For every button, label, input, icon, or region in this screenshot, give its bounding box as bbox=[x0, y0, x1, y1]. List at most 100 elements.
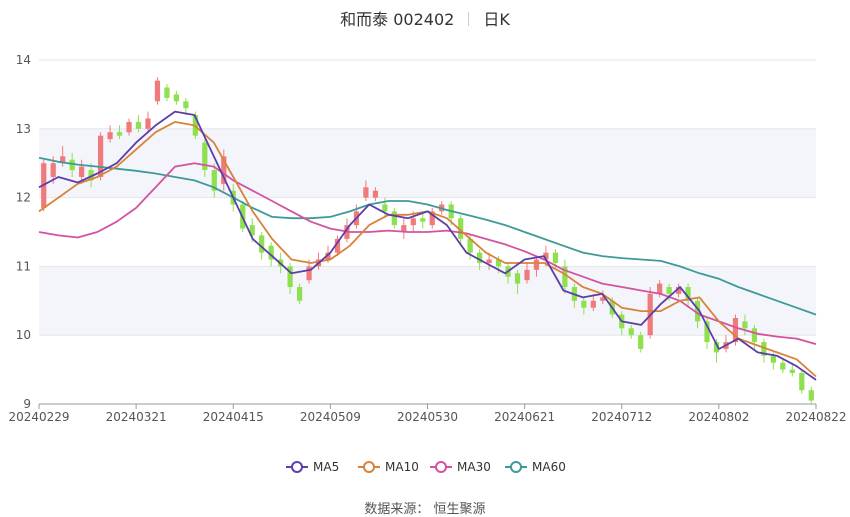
candle-body bbox=[211, 170, 217, 191]
candle-body bbox=[429, 211, 435, 226]
x-axis: 20240229 20240321 20240415 20240509 20240530… bbox=[8, 403, 847, 424]
candle-body bbox=[761, 342, 767, 356]
candle-body bbox=[742, 321, 748, 329]
candle-body bbox=[799, 373, 805, 391]
candle-body bbox=[477, 252, 483, 263]
legend-marker bbox=[510, 461, 522, 473]
y-tick-label: 14 bbox=[16, 53, 31, 67]
candle-body bbox=[732, 318, 739, 343]
candle-body bbox=[808, 390, 814, 401]
candle-body bbox=[789, 369, 795, 374]
candles bbox=[41, 77, 814, 404]
candle-body bbox=[704, 321, 710, 343]
ma30-line bbox=[38, 162, 817, 345]
candle-body bbox=[382, 204, 388, 212]
candle-body bbox=[249, 225, 255, 236]
candle-body bbox=[600, 297, 606, 301]
y-tick-label: 12 bbox=[16, 191, 31, 205]
candle-body bbox=[79, 166, 85, 177]
candle-body bbox=[666, 287, 672, 294]
x-tick-label: 20240822 bbox=[785, 410, 846, 424]
candle-body bbox=[126, 121, 132, 133]
candle-body bbox=[221, 156, 227, 184]
candle-body bbox=[202, 142, 208, 171]
candle-body bbox=[581, 300, 587, 308]
candle-body bbox=[590, 300, 596, 308]
candle-body bbox=[50, 163, 56, 177]
candle-body bbox=[268, 245, 274, 260]
candle-body bbox=[334, 238, 341, 253]
candle-body bbox=[458, 218, 464, 239]
y-tick-label: 9 bbox=[23, 397, 31, 411]
chart-title: 和而泰 002402 日K bbox=[0, 6, 850, 30]
candle-body bbox=[88, 170, 94, 181]
candle-body bbox=[514, 273, 521, 284]
candle-body bbox=[306, 266, 312, 281]
legend-marker bbox=[291, 461, 303, 473]
x-tick-label: 20240321 bbox=[106, 410, 167, 424]
ma5-line bbox=[38, 110, 817, 381]
candle-body bbox=[363, 187, 369, 198]
candle-body bbox=[675, 287, 682, 294]
candle-body bbox=[713, 342, 720, 353]
legend-label: MA10 bbox=[385, 460, 419, 474]
candle-body bbox=[164, 87, 170, 98]
candle-body bbox=[628, 328, 634, 336]
candle-body bbox=[657, 283, 663, 294]
legend-label: MA5 bbox=[313, 460, 339, 474]
candle-body bbox=[154, 80, 161, 102]
legend-marker bbox=[435, 461, 447, 473]
candle-body bbox=[259, 235, 265, 253]
candle-body bbox=[296, 287, 303, 301]
candle-body bbox=[770, 355, 776, 363]
candle-body bbox=[410, 218, 416, 226]
candle-body bbox=[97, 135, 104, 177]
candle-body bbox=[107, 132, 113, 140]
candle-body bbox=[543, 252, 549, 260]
candle-body bbox=[372, 190, 378, 198]
candle-body bbox=[495, 259, 502, 267]
legend-marker bbox=[363, 461, 375, 473]
ma-lines bbox=[38, 110, 817, 381]
x-tick-label: 20240415 bbox=[203, 410, 264, 424]
candle-body bbox=[780, 362, 786, 370]
candle-body bbox=[552, 252, 559, 263]
candle-body bbox=[60, 156, 66, 164]
candle-body bbox=[751, 328, 758, 343]
candle-body bbox=[401, 225, 407, 232]
period-label: 日K bbox=[483, 10, 510, 29]
candle-body bbox=[391, 211, 397, 226]
ma60-line bbox=[38, 156, 817, 316]
candle-body bbox=[420, 218, 426, 222]
candle-body bbox=[524, 269, 530, 281]
x-tick-label: 20240509 bbox=[300, 410, 361, 424]
x-tick-label: 20240712 bbox=[591, 410, 652, 424]
candle-body bbox=[135, 121, 142, 129]
title-separator bbox=[468, 12, 470, 26]
x-tick-label: 20240621 bbox=[494, 410, 555, 424]
candle-body bbox=[533, 259, 540, 270]
stock-name: 和而泰 002402 bbox=[340, 10, 455, 29]
x-tick-label: 20240229 bbox=[8, 410, 69, 424]
candle-body bbox=[325, 252, 331, 260]
data-source: 数据来源： 恒生聚源 bbox=[364, 502, 486, 517]
legend-label: MA60 bbox=[532, 460, 566, 474]
candle-body bbox=[467, 238, 473, 253]
candle-body bbox=[638, 335, 644, 349]
candle-body bbox=[287, 266, 293, 288]
y-tick-label: 10 bbox=[16, 328, 31, 342]
candle-body bbox=[562, 266, 568, 288]
legend-label: MA30 bbox=[457, 460, 491, 474]
candle-body bbox=[685, 287, 691, 301]
candle-body bbox=[116, 132, 123, 136]
candle-body bbox=[145, 118, 151, 129]
candle-body bbox=[694, 300, 701, 322]
background-band bbox=[39, 128, 816, 198]
candle-body bbox=[486, 259, 492, 263]
candle-body bbox=[173, 94, 180, 102]
legend: MA5 MA10 MA30 MA60 bbox=[286, 460, 566, 474]
candle-body bbox=[69, 159, 75, 171]
y-tick-label: 13 bbox=[16, 122, 31, 136]
x-tick-label: 20240802 bbox=[688, 410, 749, 424]
